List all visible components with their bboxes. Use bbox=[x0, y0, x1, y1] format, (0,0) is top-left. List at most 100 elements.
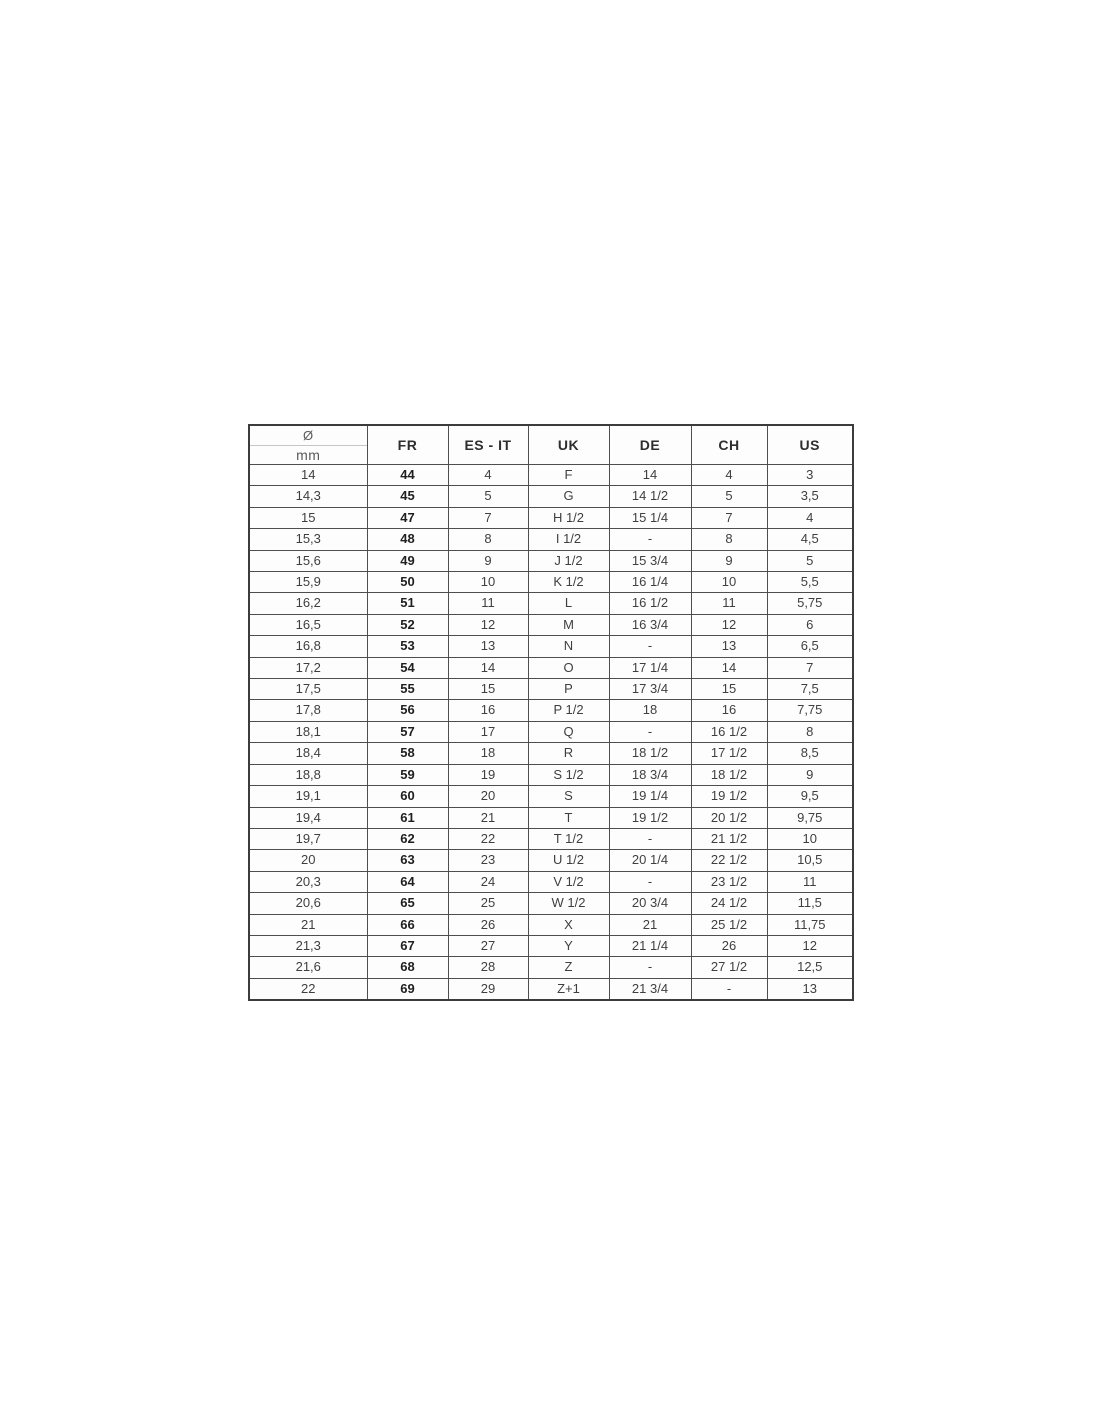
table-row: 16,8 53 13 N -13 6,5 bbox=[248, 635, 854, 658]
us-size-cell: 5,5 bbox=[766, 571, 854, 594]
us-size-cell: 6 bbox=[766, 613, 854, 637]
diameter-mm-cell: 21 bbox=[248, 913, 368, 936]
uk-size-cell: Q bbox=[527, 720, 610, 744]
us-size-cell: 5 bbox=[766, 549, 854, 573]
es-it-size-cell: 19 bbox=[447, 763, 529, 787]
fr-size-cell: 51 bbox=[366, 592, 449, 615]
us-size-cell: 7,5 bbox=[766, 678, 854, 701]
fr-size-cell: 47 bbox=[366, 506, 449, 530]
es-it-size-cell: 16 bbox=[447, 699, 529, 722]
de-size-cell: 21 bbox=[608, 913, 692, 936]
fr-size-cell: 50 bbox=[366, 571, 449, 594]
table-row: 15 47 7 H 1/2 15 1/4 7 4 bbox=[248, 506, 854, 530]
es-it-size-cell: 5 bbox=[447, 485, 529, 508]
us-size-cell: 9,75 bbox=[766, 806, 854, 829]
de-size-cell: 20 1/4 bbox=[608, 849, 692, 872]
us-size-cell: 8,5 bbox=[766, 742, 854, 765]
diameter-mm-cell: 18,8 bbox=[248, 763, 368, 787]
de-size-cell: 16 1/2 bbox=[608, 592, 692, 615]
table-body: 14 44 4 F 14 4 3 14,3 45 5 G 14 1/2 5 3,5 15 47 7 H 1/2 15… bbox=[248, 463, 854, 1001]
diameter-unit: mm bbox=[296, 446, 321, 463]
uk-size-cell: U 1/2 bbox=[527, 849, 610, 872]
uk-size-cell: M bbox=[527, 613, 610, 637]
table-row: 19,1 60 20 S 19 1/4 19 1/2 9,5 bbox=[248, 785, 854, 808]
de-size-cell: 15 1/4 bbox=[608, 506, 692, 530]
diameter-mm-cell: 16,5 bbox=[248, 613, 368, 637]
uk-size-cell: K 1/2 bbox=[527, 571, 610, 594]
es-it-size-cell: 8 bbox=[447, 528, 529, 551]
es-it-size-cell: 24 bbox=[447, 870, 529, 894]
diameter-mm-cell: 15 bbox=[248, 506, 368, 530]
us-size-cell: 7 bbox=[766, 656, 854, 680]
table-row: 22 69 29 Z+1 21 3/4-13 bbox=[248, 977, 854, 1001]
column-header-es-it: ES - IT bbox=[447, 424, 529, 465]
ch-size-cell: 10 bbox=[690, 571, 768, 594]
fr-size-cell: 44 bbox=[366, 463, 449, 487]
es-it-size-cell: 10 bbox=[447, 571, 529, 594]
ch-size-cell: 27 1/2 bbox=[690, 956, 768, 979]
diameter-mm-cell: 21,3 bbox=[248, 934, 368, 958]
uk-size-cell: N bbox=[527, 635, 610, 658]
ch-size-cell: 14 bbox=[690, 656, 768, 680]
de-size-cell: 17 1/4 bbox=[608, 656, 692, 680]
diameter-mm-cell: 22 bbox=[248, 977, 368, 1001]
diameter-mm-cell: 17,8 bbox=[248, 699, 368, 722]
diameter-mm-cell: 20,3 bbox=[248, 870, 368, 894]
diameter-mm-cell: 19,1 bbox=[248, 785, 368, 808]
table-row: 15,3 48 8 I 1/2-8 4,5 bbox=[248, 528, 854, 551]
table-row: 14 44 4 F 14 4 3 bbox=[248, 463, 854, 487]
diameter-mm-cell: 17,2 bbox=[248, 656, 368, 680]
ch-size-cell: 25 1/2 bbox=[690, 913, 768, 936]
diameter-mm-cell: 20,6 bbox=[248, 892, 368, 915]
ch-size-cell: 13 bbox=[690, 635, 768, 658]
fr-size-cell: 57 bbox=[366, 720, 449, 744]
uk-size-cell: G bbox=[527, 485, 610, 508]
fr-size-cell: 52 bbox=[366, 613, 449, 637]
table-row: 19,7 62 22 T 1/2-21 1/2 10 bbox=[248, 827, 854, 851]
es-it-size-cell: 22 bbox=[447, 827, 529, 851]
table-row: 17,8 56 16 P 1/2 18 16 7,75 bbox=[248, 699, 854, 722]
diameter-mm-cell: 19,7 bbox=[248, 827, 368, 851]
column-header-us: US bbox=[766, 424, 854, 465]
us-size-cell: 11,75 bbox=[766, 913, 854, 936]
us-size-cell: 12 bbox=[766, 934, 854, 958]
uk-size-cell: X bbox=[527, 913, 610, 936]
diameter-mm-cell: 16,8 bbox=[248, 635, 368, 658]
us-size-cell: 7,75 bbox=[766, 699, 854, 722]
fr-size-cell: 65 bbox=[366, 892, 449, 915]
ch-size-cell: - bbox=[690, 977, 768, 1001]
us-size-cell: 6,5 bbox=[766, 635, 854, 658]
fr-size-cell: 49 bbox=[366, 549, 449, 573]
table-row: 18,4 58 18 R 18 1/2 17 1/2 8,5 bbox=[248, 742, 854, 765]
es-it-size-cell: 12 bbox=[447, 613, 529, 637]
fr-size-cell: 68 bbox=[366, 956, 449, 979]
uk-size-cell: J 1/2 bbox=[527, 549, 610, 573]
diameter-header-stack: Ø mm bbox=[250, 426, 366, 464]
ch-size-cell: 21 1/2 bbox=[690, 827, 768, 851]
uk-size-cell: F bbox=[527, 463, 610, 487]
ch-size-cell: 16 bbox=[690, 699, 768, 722]
uk-size-cell: T 1/2 bbox=[527, 827, 610, 851]
uk-size-cell: W 1/2 bbox=[527, 892, 610, 915]
ch-size-cell: 22 1/2 bbox=[690, 849, 768, 872]
ch-size-cell: 9 bbox=[690, 549, 768, 573]
fr-size-cell: 67 bbox=[366, 934, 449, 958]
ch-size-cell: 23 1/2 bbox=[690, 870, 768, 894]
de-size-cell: 19 1/4 bbox=[608, 785, 692, 808]
de-size-cell: - bbox=[608, 870, 692, 894]
ch-size-cell: 16 1/2 bbox=[690, 720, 768, 744]
diameter-symbol: Ø bbox=[250, 426, 366, 446]
us-size-cell: 11 bbox=[766, 870, 854, 894]
us-size-cell: 5,75 bbox=[766, 592, 854, 615]
ch-size-cell: 4 bbox=[690, 463, 768, 487]
table-row: 20 63 23 U 1/2 20 1/4 22 1/2 10,5 bbox=[248, 849, 854, 872]
table-row: 21,6 68 28 Z -27 1/2 12,5 bbox=[248, 956, 854, 979]
ring-size-table-container: Ø mm FR ES - IT UK DE CH US 14 44 4 F 14 4 3 14… bbox=[248, 424, 854, 1002]
ch-size-cell: 5 bbox=[690, 485, 768, 508]
fr-size-cell: 53 bbox=[366, 635, 449, 658]
diameter-mm-cell: 18,4 bbox=[248, 742, 368, 765]
header-row: Ø mm FR ES - IT UK DE CH US bbox=[248, 424, 854, 465]
es-it-size-cell: 9 bbox=[447, 549, 529, 573]
de-size-cell: 20 3/4 bbox=[608, 892, 692, 915]
es-it-size-cell: 17 bbox=[447, 720, 529, 744]
